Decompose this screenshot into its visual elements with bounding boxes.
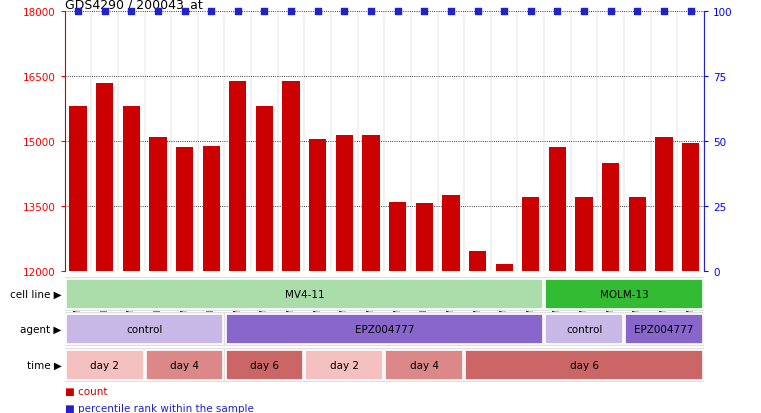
Bar: [305, 350, 384, 380]
Point: [604, 9, 616, 16]
Bar: [655, 138, 673, 271]
Point: [471, 9, 484, 16]
Point: [125, 9, 137, 16]
Text: EPZ004777: EPZ004777: [634, 325, 694, 335]
Text: EPZ004777: EPZ004777: [355, 325, 414, 335]
Bar: [385, 350, 463, 380]
Bar: [176, 148, 193, 271]
Bar: [282, 82, 300, 271]
Point: [312, 9, 324, 16]
Point: [178, 9, 190, 16]
Bar: [149, 138, 167, 271]
Text: MV4-11: MV4-11: [285, 289, 324, 299]
Point: [578, 9, 590, 16]
Bar: [465, 350, 703, 380]
Text: day 4: day 4: [409, 360, 439, 370]
Bar: [145, 350, 224, 380]
Text: cell line ▶: cell line ▶: [10, 289, 62, 299]
Bar: [416, 204, 433, 271]
Point: [444, 9, 457, 16]
Text: day 6: day 6: [250, 360, 279, 370]
Point: [285, 9, 297, 16]
Bar: [202, 147, 220, 271]
Bar: [442, 195, 460, 271]
Text: agent ▶: agent ▶: [21, 325, 62, 335]
Point: [72, 9, 84, 16]
Bar: [225, 350, 304, 380]
Text: day 2: day 2: [330, 360, 359, 370]
Bar: [123, 107, 140, 271]
Bar: [69, 107, 87, 271]
Point: [498, 9, 510, 16]
Bar: [629, 198, 646, 271]
Bar: [549, 148, 566, 271]
Bar: [682, 144, 699, 271]
Bar: [469, 252, 486, 271]
Point: [98, 9, 111, 16]
Point: [231, 9, 244, 16]
Bar: [495, 264, 513, 271]
Point: [419, 9, 431, 16]
Point: [631, 9, 643, 16]
Bar: [96, 83, 113, 271]
Bar: [522, 198, 540, 271]
Point: [684, 9, 696, 16]
Bar: [336, 135, 353, 271]
Bar: [65, 279, 543, 309]
Point: [151, 9, 164, 16]
Point: [391, 9, 403, 16]
Point: [524, 9, 537, 16]
Point: [205, 9, 218, 16]
Point: [658, 9, 670, 16]
Text: day 2: day 2: [90, 360, 119, 370]
Point: [551, 9, 563, 16]
Bar: [229, 81, 247, 271]
Text: control: control: [566, 325, 602, 335]
Bar: [602, 163, 619, 271]
Bar: [545, 279, 703, 309]
Bar: [65, 350, 144, 380]
Text: MOLM-13: MOLM-13: [600, 289, 648, 299]
Point: [258, 9, 271, 16]
Text: time ▶: time ▶: [27, 360, 62, 370]
Text: control: control: [126, 325, 163, 335]
Bar: [545, 315, 623, 344]
Bar: [309, 140, 326, 271]
Bar: [389, 203, 406, 271]
Point: [365, 9, 377, 16]
Bar: [65, 315, 224, 344]
Text: day 6: day 6: [569, 360, 599, 370]
Bar: [225, 315, 543, 344]
Point: [338, 9, 350, 16]
Bar: [362, 135, 380, 271]
Text: GDS4290 / 200043_at: GDS4290 / 200043_at: [65, 0, 202, 11]
Text: ■ count: ■ count: [65, 386, 107, 396]
Text: ■ percentile rank within the sample: ■ percentile rank within the sample: [65, 403, 253, 413]
Text: day 4: day 4: [170, 360, 199, 370]
Bar: [256, 107, 273, 271]
Bar: [575, 198, 593, 271]
Bar: [625, 315, 703, 344]
